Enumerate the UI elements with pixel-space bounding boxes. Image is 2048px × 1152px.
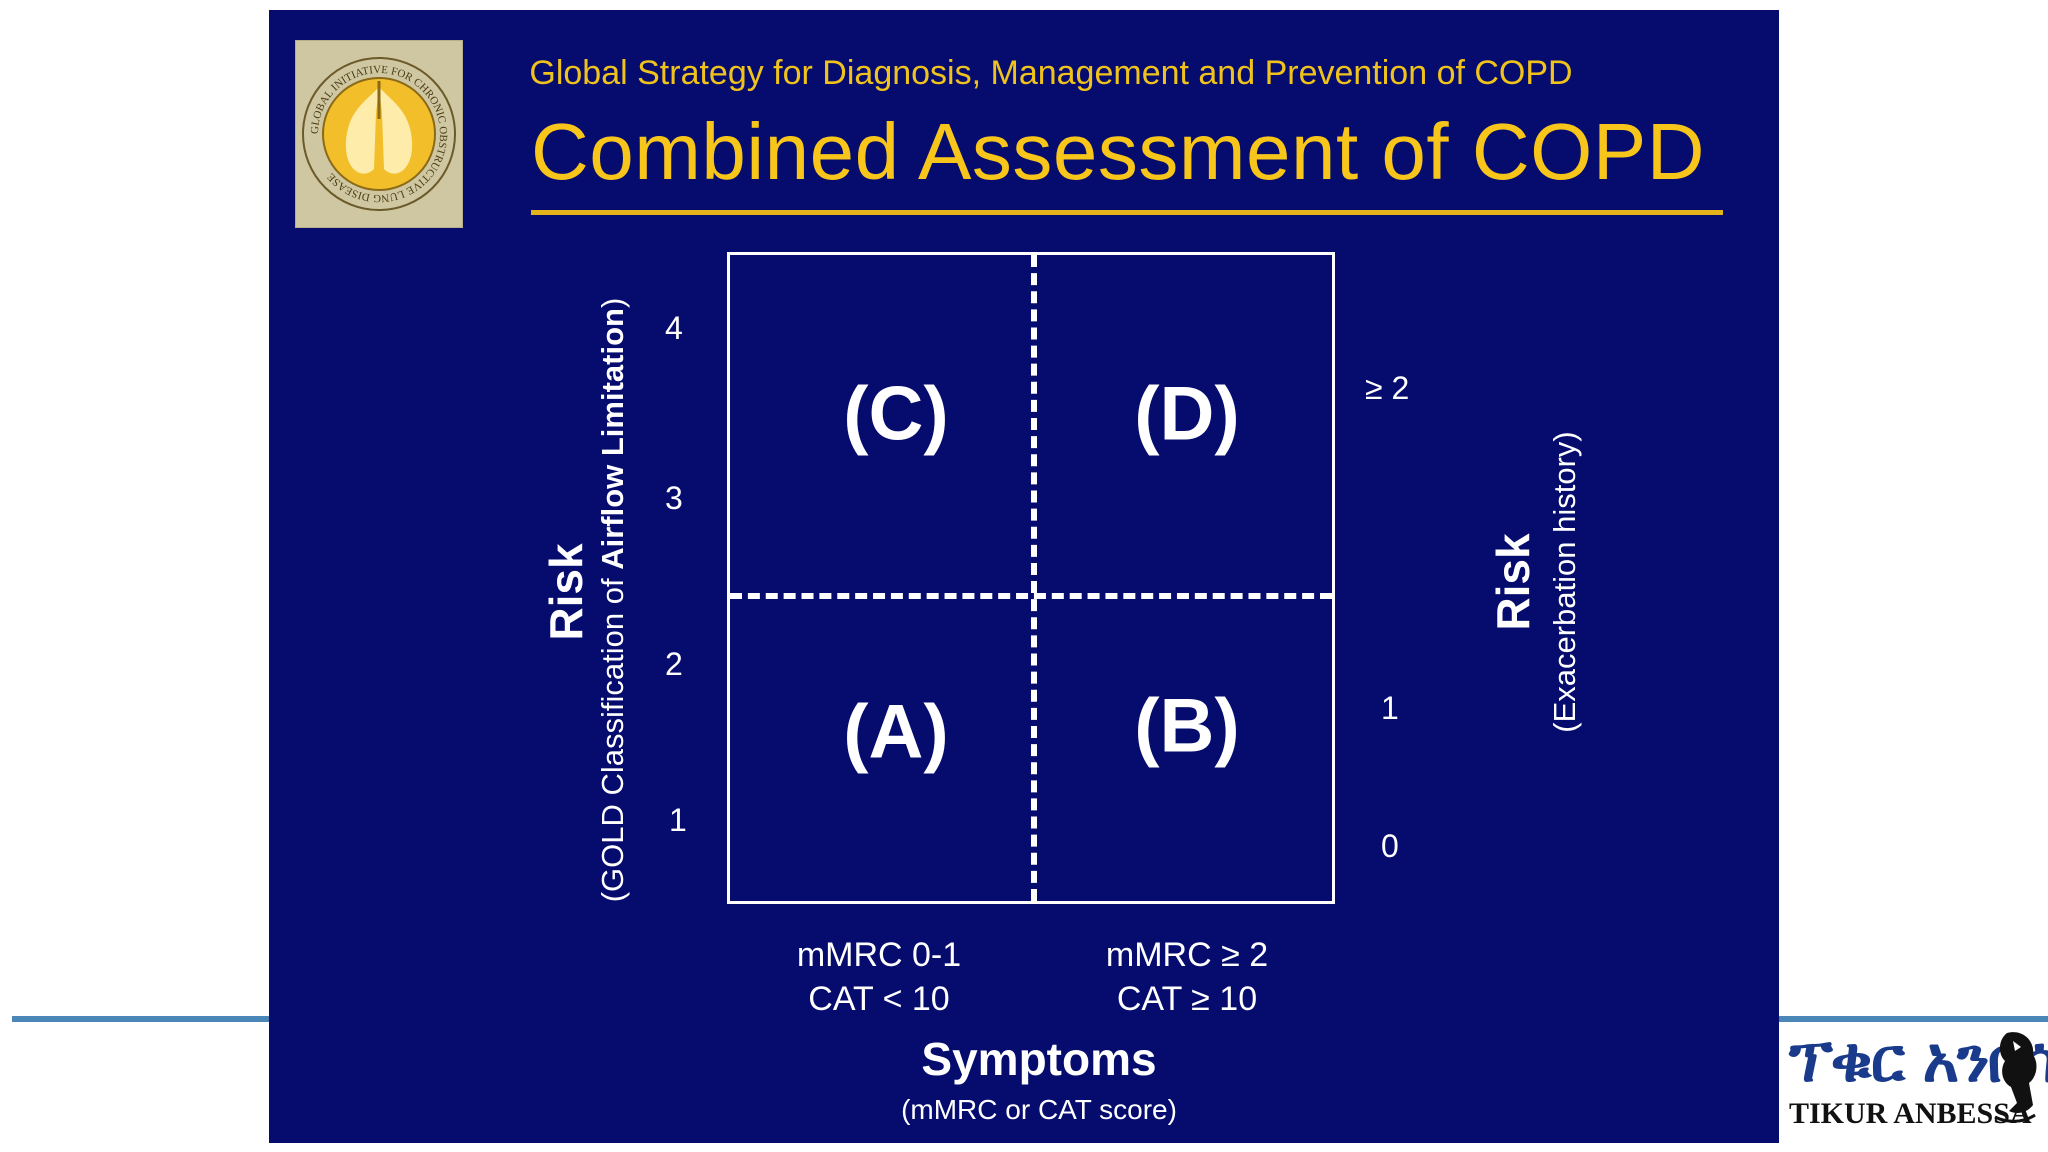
slide-title: Combined Assessment of COPD [531,107,1705,196]
quadrant-b-label: (B) [1134,683,1240,769]
x-category-high-cat: CAT ≥ 10 [1116,979,1258,1018]
gold-initiative-seal-logo: GLOBAL INITIATIVE FOR CHRONIC OBSTRUCTIV… [295,40,463,228]
left-tick-1: 1 [669,802,687,838]
tikur-anbessa-logo: ፕቁር አንበሳ TIKUR ANBESSA [1787,1023,2048,1135]
x-category-low-symptoms: mMRC 0-1 CAT < 10 [797,934,961,1021]
left-axis-risk-label: Risk [540,543,592,641]
quadrant-c-label: (C) [843,371,949,457]
horizontal-dashed-divider [730,593,1332,599]
assessment-grid [727,252,1335,904]
lung-seal-icon: GLOBAL INITIATIVE FOR CHRONIC OBSTRUCTIV… [302,57,456,211]
x-category-high-mmrc: mMRC ≥ 2 [1105,936,1269,974]
quadrant-d-label: (D) [1134,371,1240,457]
vertical-dashed-divider [1031,255,1037,901]
left-tick-2: 2 [665,646,683,682]
right-tick-ge2: ≥ 2 [1365,370,1410,406]
left-tick-3: 3 [665,480,683,516]
right-axis-risk-label: Risk [1487,533,1539,631]
right-tick-1: 1 [1381,690,1399,726]
logo-latin-text: TIKUR ANBESSA [1789,1097,2032,1130]
symptoms-axis-title: Symptoms [921,1033,1157,1085]
right-axis-subtitle: (Exacerbation history) [1547,431,1582,733]
x-category-low-cat: CAT < 10 [808,979,950,1018]
right-tick-0: 0 [1381,828,1399,864]
title-underline [531,210,1723,215]
x-category-high-symptoms: mMRC ≥ 2 CAT ≥ 10 [1106,934,1268,1021]
quadrant-a-label: (A) [843,689,949,775]
slide-subtitle: Global Strategy for Diagnosis, Managemen… [529,54,1573,92]
left-axis-subtitle: (GOLD Classification of Airflow Limitati… [595,297,630,903]
lion-icon [1994,1032,2037,1123]
presentation-slide: GLOBAL INITIATIVE FOR CHRONIC OBSTRUCTIV… [269,10,1779,1143]
x-category-low-mmrc: mMRC 0-1 [796,936,962,974]
symptoms-axis-subtitle: (mMRC or CAT score) [901,1094,1177,1125]
left-tick-4: 4 [665,310,683,346]
